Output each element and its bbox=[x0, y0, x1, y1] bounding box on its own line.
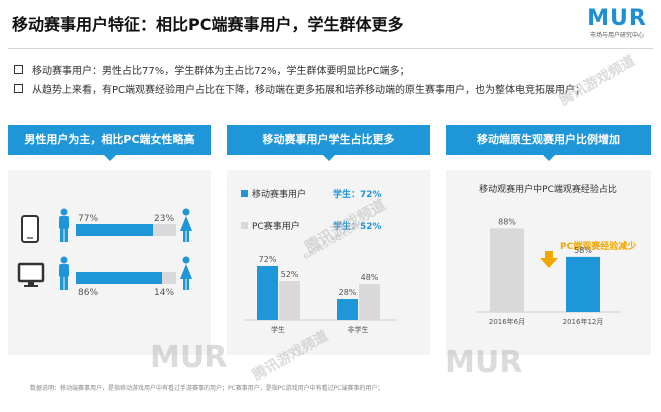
bar-female bbox=[162, 272, 176, 284]
female-icon bbox=[180, 208, 192, 242]
x-tick-label: 2016年12月 bbox=[563, 317, 604, 326]
panel-header-label: 移动端原生观赛用户比例增加 bbox=[477, 133, 620, 146]
data-label: 14% bbox=[154, 288, 174, 298]
data-label: 72% bbox=[259, 255, 277, 264]
x-tick-label: 学生 bbox=[271, 325, 285, 334]
bullet-item: 从趋势上来看，有PC端观赛经验用户占比在下降，移动端在更多拓展和培养移动端的原生… bbox=[14, 81, 654, 100]
data-label: 23% bbox=[154, 214, 174, 224]
pc-monitor-icon bbox=[17, 262, 45, 287]
panel-header-label: 男性用户为主，相比PC端女性略高 bbox=[24, 133, 195, 146]
bar-jun bbox=[490, 228, 524, 312]
trend-annotation: PC端观赛经验减少 bbox=[560, 240, 636, 252]
data-label: 77% bbox=[78, 214, 98, 224]
logo-subtitle: 市场与用户研究中心 bbox=[589, 32, 644, 39]
bullet-text: 移动赛事用户：男性占比77%，学生群体为主占比72%，学生群体要明显比PC端多； bbox=[32, 66, 410, 77]
legend-label-mobile: 移动赛事用户 bbox=[252, 188, 306, 200]
logo-mark: MUR bbox=[587, 6, 647, 31]
x-tick-label: 2016年6月 bbox=[489, 317, 525, 326]
mur-logo: MUR 市场与用户研究中心 bbox=[585, 6, 649, 40]
bar-mobile bbox=[257, 266, 278, 320]
page-title: 移动赛事用户特征：相比PC端赛事用户，学生群体更多 bbox=[12, 15, 404, 34]
footnote: 数据说明：移动端赛事用户，是指移动游戏用户中有看过手游赛事的用户；PC赛事用户，… bbox=[30, 385, 384, 392]
mobile-icon bbox=[21, 215, 39, 243]
bar-dec bbox=[566, 256, 600, 312]
gender-chart: 77% 23% 86% 14% bbox=[17, 208, 192, 298]
data-label: 86% bbox=[78, 288, 98, 298]
data-label: 88% bbox=[498, 217, 516, 226]
male-icon bbox=[59, 256, 69, 290]
student-chart-panel: 移动赛事用户 学生：72% PC赛事用户 学生：52% 72% 52% 学生 28% 4… bbox=[227, 170, 430, 355]
legend-stat-pc: 学生：52% bbox=[333, 220, 382, 232]
bar-pc bbox=[279, 281, 300, 320]
checkbox-icon bbox=[14, 84, 23, 93]
male-icon bbox=[59, 208, 69, 242]
pointer-triangle bbox=[542, 155, 555, 161]
x-tick-label: 非学生 bbox=[348, 325, 369, 334]
bullet-text: 从趋势上来看，有PC端观赛经验用户占比在下降，移动端在更多拓展和培养移动端的原生… bbox=[32, 85, 586, 96]
female-icon bbox=[180, 256, 192, 290]
panel-header-label: 移动赛事用户学生占比更多 bbox=[262, 133, 395, 146]
bar-pc bbox=[359, 284, 380, 320]
panel-header-gender: 男性用户为主，相比PC端女性略高 bbox=[8, 125, 211, 161]
down-arrow-icon bbox=[540, 251, 558, 268]
title-divider bbox=[8, 48, 653, 49]
data-label: 48% bbox=[361, 273, 379, 282]
data-label: 28% bbox=[339, 288, 357, 297]
bar-mobile bbox=[337, 299, 358, 320]
chart-title: 移动观赛用户中PC端观赛经验占比 bbox=[479, 183, 617, 195]
panel-header-native: 移动端原生观赛用户比例增加 bbox=[446, 125, 651, 161]
bar-female bbox=[153, 224, 176, 236]
bar-male bbox=[76, 224, 153, 236]
gender-chart-panel: 77% 23% 86% 14% bbox=[8, 170, 211, 355]
checkbox-icon bbox=[14, 65, 23, 74]
panel-header-student: 移动赛事用户学生占比更多 bbox=[227, 125, 430, 161]
pointer-triangle bbox=[103, 155, 116, 161]
bullet-item: 移动赛事用户：男性占比77%，学生群体为主占比72%，学生群体要明显比PC端多； bbox=[14, 62, 654, 81]
bar-male bbox=[76, 272, 162, 284]
pointer-triangle bbox=[322, 155, 335, 161]
student-chart: 移动赛事用户 学生：72% PC赛事用户 学生：52% 72% 52% 学生 28% 4… bbox=[241, 188, 397, 334]
native-chart-panel: 移动观赛用户中PC端观赛经验占比 PC端观赛经验减少 88% 2016年6月 58%… bbox=[446, 170, 651, 355]
legend-stat-mobile: 学生：72% bbox=[333, 188, 382, 200]
legend-swatch-mobile bbox=[241, 190, 248, 197]
summary-bullets: 移动赛事用户：男性占比77%，学生群体为主占比72%，学生群体要明显比PC端多；… bbox=[14, 62, 654, 100]
data-label: 58% bbox=[574, 246, 592, 255]
legend-swatch-pc bbox=[241, 222, 248, 229]
data-label: 52% bbox=[281, 270, 299, 279]
native-chart: 移动观赛用户中PC端观赛经验占比 PC端观赛经验减少 88% 2016年6月 58%… bbox=[476, 183, 636, 326]
legend-label-pc: PC赛事用户 bbox=[252, 220, 300, 232]
